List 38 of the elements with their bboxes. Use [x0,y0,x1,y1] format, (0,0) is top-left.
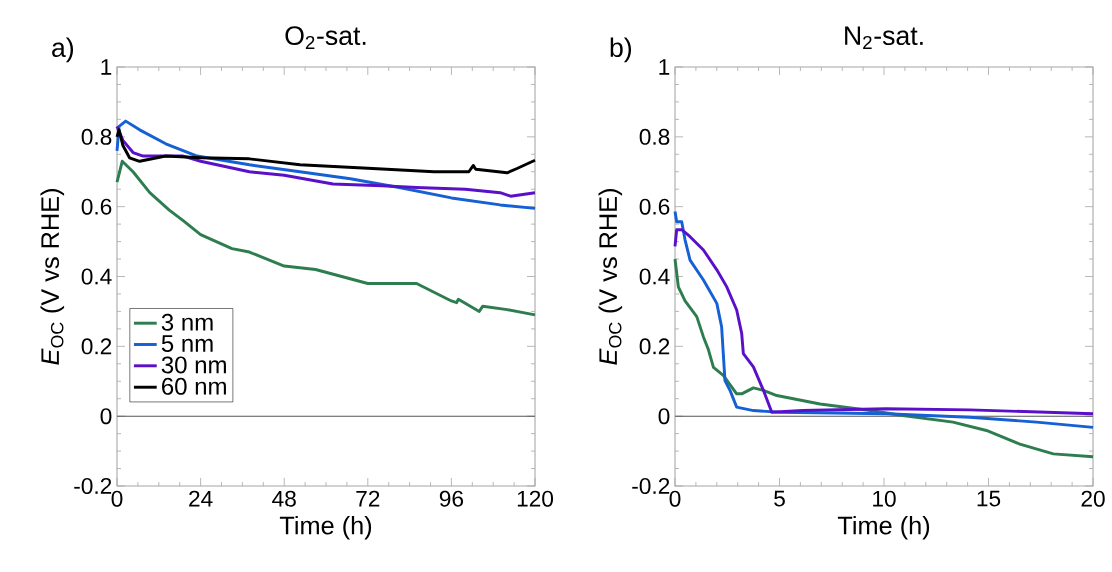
text: a) [52,37,74,63]
x-tick-label: 20 [1081,490,1105,507]
x-tick-label: 72 [356,490,380,507]
x-tick-label: 24 [189,490,213,507]
legend-label: 3 nm [161,313,213,331]
text: b) [610,37,632,63]
x-tick-label: 5 [774,490,785,507]
y-tick-label: 0.4 [81,268,112,285]
y-axis-title: E$_{OC}$ (V vs RHE) [598,189,623,365]
y-tick-label: 0 [100,408,112,425]
x-tick-label: 15 [977,490,1001,507]
line-series [115,128,537,175]
y-axis-title: E$_{OC}$ (V vs RHE) [40,189,65,365]
x-tick-label: 120 [517,490,554,507]
y-tick-label: 0.8 [639,128,670,145]
x-tick-label: 48 [272,490,296,507]
y-tick-label: 0 [658,408,670,425]
y-tick-label: 0.2 [81,338,112,355]
x-tick-label: 0 [669,490,681,507]
y-tick-label: -0.2 [74,477,112,495]
y-tick-label: 1 [659,59,670,75]
y-tick-label: 0.8 [81,128,112,145]
y-tick-label: 1 [101,59,112,75]
chart-title: N$_{2}$-sat. [845,26,923,49]
y-tick-label: -0.2 [632,477,670,495]
chart-title: O$_{2}$-sat. [285,26,366,49]
x-tick-label: 96 [439,490,464,507]
legend-label: 5 nm [161,335,213,352]
legend-label: 30 nm [161,356,226,374]
x-tick-label: 10 [873,490,896,507]
x-axis-title: Time (h) [837,515,930,540]
y-tick-label: 0.2 [639,338,670,355]
y-tick-label: 0.6 [639,198,670,215]
legend-label: 60 nm [162,377,226,395]
y-tick-label: 0.6 [81,198,112,215]
y-tick-label: 0.4 [639,268,670,285]
x-axis-title: Time (h) [279,515,372,540]
x-tick-label: 0 [111,490,123,507]
